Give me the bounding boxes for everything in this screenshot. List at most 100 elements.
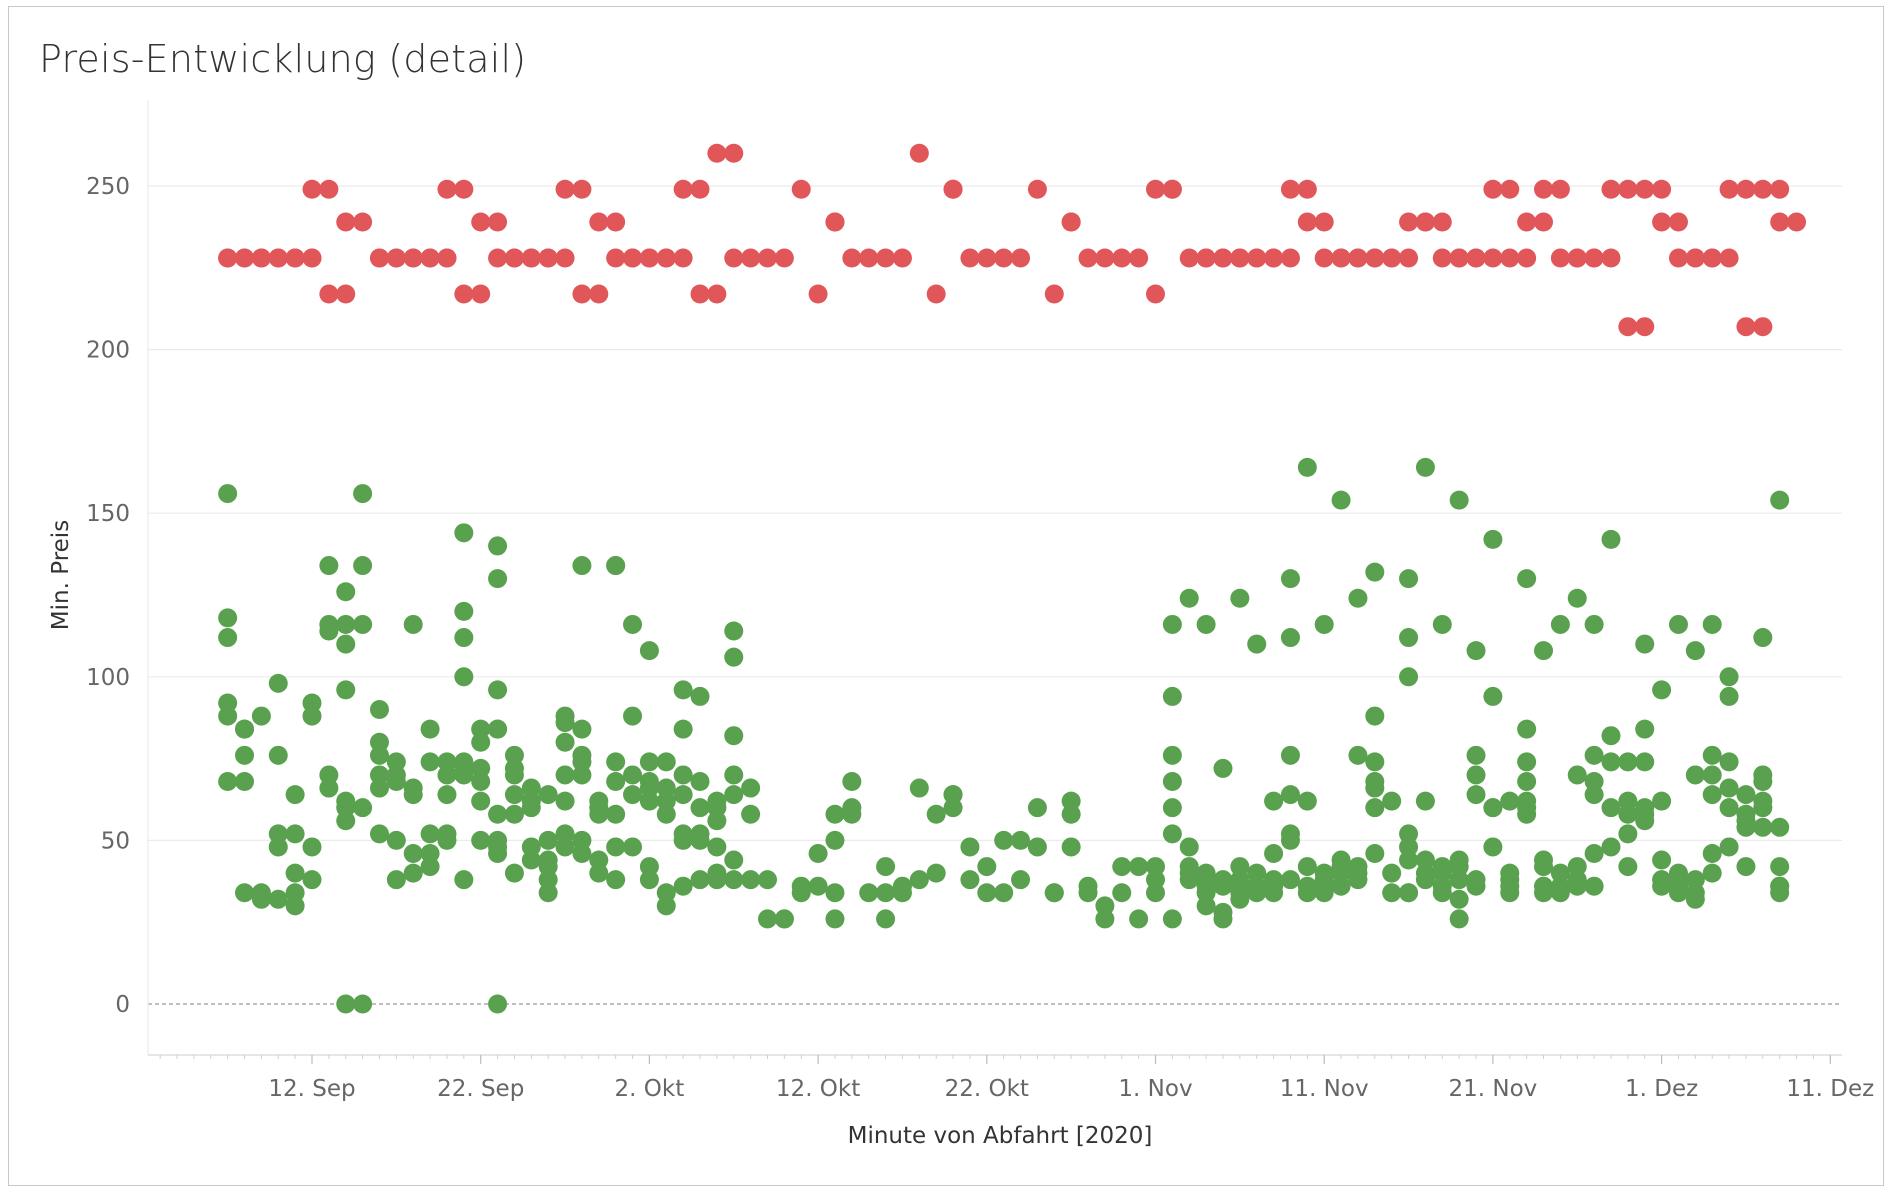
data-point	[386, 870, 406, 890]
data-point	[454, 601, 474, 621]
data-point	[1230, 870, 1250, 890]
data-point	[623, 765, 643, 785]
data-point	[1601, 726, 1621, 746]
data-point	[1584, 876, 1604, 896]
data-point	[589, 863, 609, 883]
data-point	[1736, 785, 1756, 805]
x-tick-label: 12. Okt	[776, 1076, 860, 1102]
data-point	[1534, 883, 1554, 903]
data-point	[504, 863, 524, 883]
data-point	[572, 284, 592, 304]
data-point	[1483, 248, 1503, 268]
data-point	[336, 614, 356, 634]
data-point	[1247, 876, 1267, 896]
data-point	[437, 752, 457, 772]
data-point	[1753, 179, 1773, 199]
data-point	[707, 811, 727, 831]
data-point	[724, 785, 744, 805]
data-point	[690, 798, 710, 818]
data-point	[1331, 850, 1351, 870]
series-0	[218, 143, 1807, 337]
data-point	[994, 883, 1014, 903]
data-point	[1247, 863, 1267, 883]
data-point	[1415, 791, 1435, 811]
x-tick-label: 22. Okt	[945, 1076, 1029, 1102]
data-point	[386, 248, 406, 268]
y-tick-label: 0	[115, 992, 130, 1018]
data-point	[1685, 765, 1705, 785]
data-point	[1770, 817, 1790, 837]
data-point	[639, 857, 659, 877]
data-point	[1095, 909, 1115, 929]
data-point	[1466, 785, 1486, 805]
data-point	[1618, 824, 1638, 844]
data-point	[1095, 896, 1115, 916]
x-axis-title: Minute von Abfahrt [2020]	[848, 1123, 1153, 1149]
data-point	[977, 883, 997, 903]
data-point	[521, 778, 541, 798]
data-point	[1584, 248, 1604, 268]
data-point	[403, 843, 423, 863]
data-point	[1736, 817, 1756, 837]
data-point	[1567, 588, 1587, 608]
data-point	[1162, 824, 1182, 844]
data-point	[673, 765, 693, 785]
data-point	[774, 909, 794, 929]
data-point	[538, 785, 558, 805]
data-point	[1314, 212, 1334, 232]
data-point	[302, 870, 322, 890]
data-point	[724, 647, 744, 667]
data-point	[1652, 212, 1672, 232]
data-point	[1534, 179, 1554, 199]
data-point	[1044, 284, 1064, 304]
data-point	[1753, 317, 1773, 337]
data-point	[353, 994, 373, 1014]
data-point	[656, 883, 676, 903]
data-point	[302, 248, 322, 268]
x-tick-label: 21. Nov	[1449, 1076, 1538, 1102]
data-point	[218, 706, 238, 726]
data-point	[1399, 667, 1419, 687]
data-point	[1668, 876, 1688, 896]
data-point	[1399, 850, 1419, 870]
data-point	[369, 765, 389, 785]
data-point	[218, 628, 238, 648]
data-point	[471, 732, 491, 752]
data-point	[1162, 179, 1182, 199]
data-point	[1399, 628, 1419, 648]
data-point	[555, 765, 575, 785]
data-point	[1719, 686, 1739, 706]
data-point	[1517, 772, 1537, 792]
data-point	[1264, 843, 1284, 863]
data-point	[1280, 628, 1300, 648]
data-point	[1753, 791, 1773, 811]
data-point	[1382, 883, 1402, 903]
data-point	[437, 765, 457, 785]
data-point	[1129, 909, 1149, 929]
data-point	[1196, 614, 1216, 634]
data-point	[1365, 752, 1385, 772]
data-point	[538, 870, 558, 890]
data-point	[1213, 870, 1233, 890]
data-point	[386, 830, 406, 850]
data-point	[1719, 248, 1739, 268]
data-point	[1365, 778, 1385, 798]
data-point	[420, 248, 440, 268]
data-point	[808, 843, 828, 863]
data-point	[1449, 889, 1469, 909]
data-point	[639, 870, 659, 890]
data-point	[1702, 863, 1722, 883]
data-point	[369, 732, 389, 752]
data-point	[673, 824, 693, 844]
data-point	[1719, 667, 1739, 687]
data-point	[235, 883, 255, 903]
data-point	[808, 284, 828, 304]
data-point	[1736, 317, 1756, 337]
data-point	[656, 778, 676, 798]
data-point	[1702, 785, 1722, 805]
data-point	[555, 837, 575, 857]
data-point	[639, 752, 659, 772]
data-point	[572, 830, 592, 850]
data-point	[1061, 791, 1081, 811]
data-point	[1618, 791, 1638, 811]
